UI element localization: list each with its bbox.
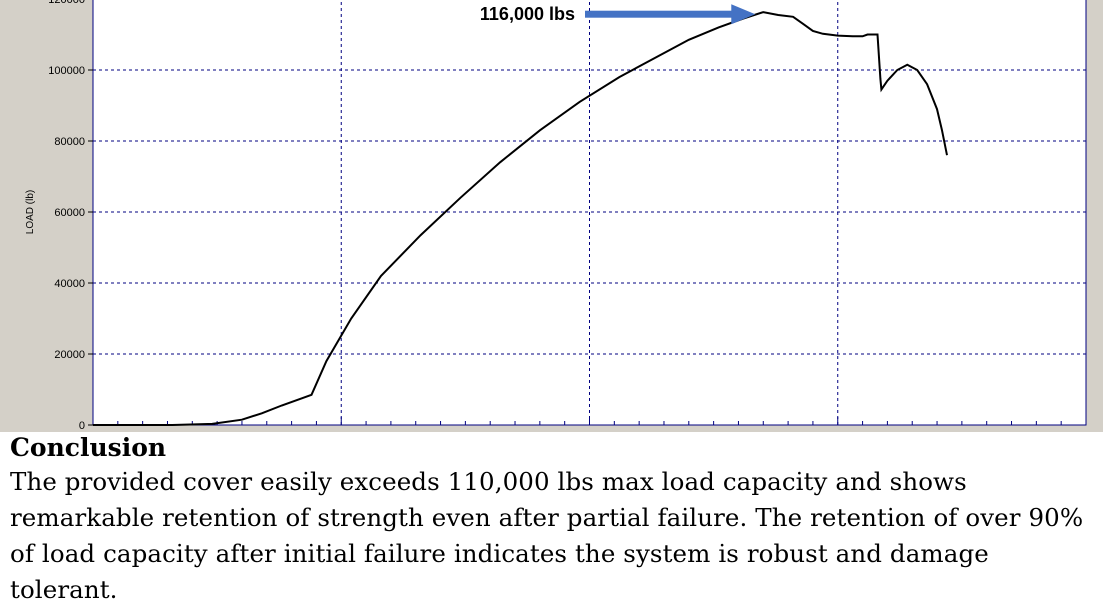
- grid-lines: [93, 0, 1086, 425]
- annotation-arrow-head: [731, 4, 756, 25]
- annotation-arrow-shaft: [585, 10, 734, 18]
- y-tick-label: 60000: [54, 207, 85, 219]
- annotation-label: 116,000 lbs: [480, 4, 575, 24]
- series-line-load: [93, 11, 948, 426]
- y-tick-label: 120000: [48, 0, 85, 6]
- y-axis-title: LOAD (lb): [25, 190, 36, 234]
- load-chart: 0 20000 40000 60000 80000 100000 120000 LOAD (…: [25, 0, 1087, 432]
- y-tick-label: 20000: [54, 349, 85, 361]
- chart-panel: 0 20000 40000 60000 80000 100000 120000 LOAD (…: [0, 0, 1103, 432]
- y-tick-label: 80000: [54, 136, 85, 148]
- y-tick-label: 0: [79, 420, 85, 432]
- y-tick-label: 100000: [48, 65, 85, 77]
- peak-annotation: 116,000 lbs: [480, 4, 756, 25]
- conclusion-body: The provided cover easily exceeds 110,00…: [10, 467, 1084, 604]
- y-axis-ticks: 0 20000 40000 60000 80000 100000 120000: [48, 0, 93, 432]
- conclusion-title: Conclusion: [10, 433, 167, 462]
- conclusion-section: Conclusion The provided cover easily exc…: [10, 432, 1100, 608]
- y-tick-label: 40000: [54, 278, 85, 290]
